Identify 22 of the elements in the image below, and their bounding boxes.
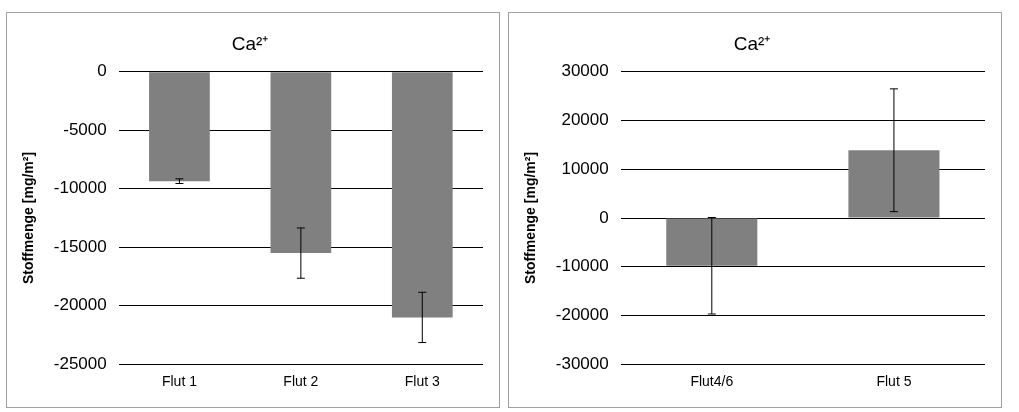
chart-title: Ca²⁺ [231,32,269,54]
y-tick-label: 30000 [561,61,609,81]
y-tick-label: -10000 [53,178,107,198]
x-tick-label: Flut 1 [161,373,198,390]
x-tick-label: Flut 3 [404,373,441,390]
y-tick-label: 20000 [561,110,609,130]
y-tick-label: -20000 [53,295,107,315]
y-tick-label: -15000 [53,236,107,256]
y-tick-label: -25000 [53,353,107,373]
y-tick-label: 0 [97,61,107,81]
y-tick-label: -20000 [555,305,609,325]
chart-title: Ca²⁺ [733,32,771,54]
y-tick-label: 0 [599,207,609,227]
y-tick-label: -5000 [63,119,107,139]
x-tick-label: Flut4/6 [690,373,734,390]
x-tick-label: Flut 2 [283,373,319,390]
x-tick-label: Flut 5 [876,373,912,390]
y-axis-title: Stoffmenge [mg/m²] [522,151,539,285]
y-tick-label: -10000 [555,256,609,276]
y-axis-title: Stoffmenge [mg/m²] [20,151,37,285]
y-tick-label: -30000 [555,353,609,373]
y-tick-label: 10000 [561,158,609,178]
